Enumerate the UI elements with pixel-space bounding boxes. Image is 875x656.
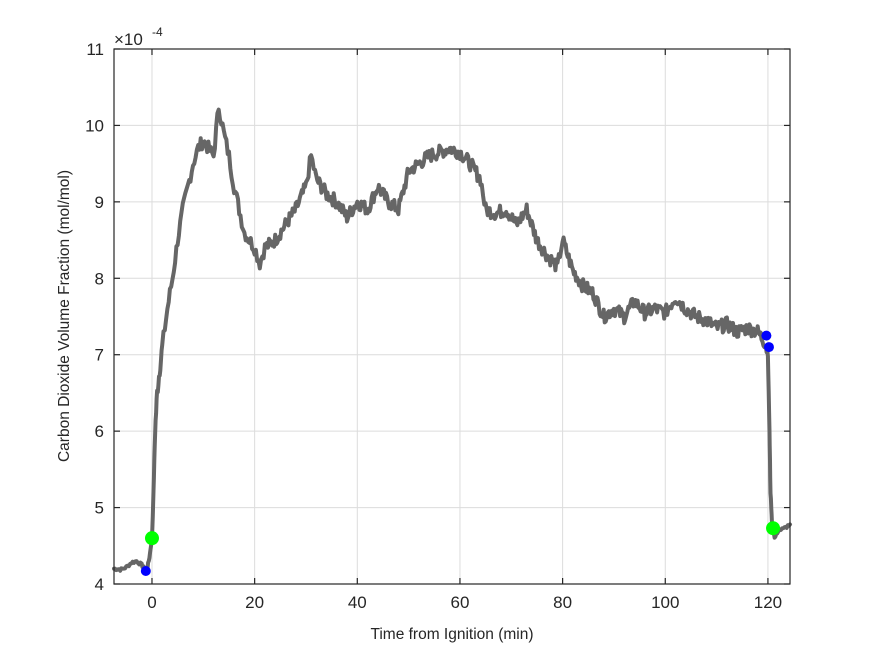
y-tick-label: 5 <box>95 499 104 518</box>
marker-blue-end-2 <box>763 342 774 353</box>
data-series <box>112 107 792 574</box>
x-tick-label: 40 <box>348 593 367 612</box>
event-markers <box>140 330 781 577</box>
x-tick-label: 100 <box>651 593 679 612</box>
y-tick-label: 8 <box>95 269 104 288</box>
x-axis-label: Time from Ignition (min) <box>370 626 533 643</box>
plot-frame <box>113 48 791 585</box>
y-tick-label: 9 <box>95 193 104 212</box>
x-tick-label: 120 <box>754 593 782 612</box>
co2-trace-line <box>112 107 792 574</box>
y-tick-label: 11 <box>86 40 104 59</box>
y-tick-label: 6 <box>95 422 104 441</box>
y-tick-label: 7 <box>95 346 104 365</box>
axis-ticks <box>114 48 790 585</box>
x-tick-labels: 0 20 40 60 80 100 120 <box>147 593 782 612</box>
y-exponent-base: ×10 <box>114 30 143 49</box>
x-tick-label: 20 <box>245 593 264 612</box>
x-tick-label: 0 <box>147 593 156 612</box>
y-tick-label: 10 <box>85 116 104 135</box>
y-tick-labels: 4 5 6 7 8 9 10 11 <box>85 40 104 594</box>
marker-blue-start <box>140 566 151 577</box>
x-tick-label: 80 <box>553 593 572 612</box>
y-exponent-power: -4 <box>152 25 163 39</box>
marker-green-ignition <box>144 531 159 546</box>
marker-green-end <box>766 521 781 536</box>
marker-blue-end-1 <box>761 330 772 341</box>
y-tick-label: 4 <box>95 575 104 594</box>
y-axis-label: Carbon Dioxide Volume Fraction (mol/mol) <box>56 170 73 462</box>
x-tick-label: 60 <box>450 593 469 612</box>
